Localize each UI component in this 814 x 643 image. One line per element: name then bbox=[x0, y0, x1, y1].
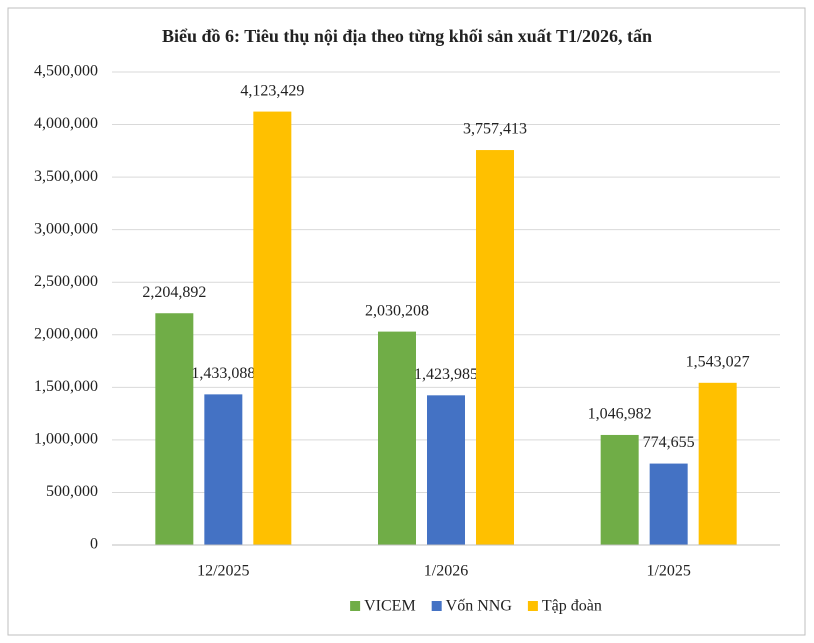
bar bbox=[155, 313, 194, 545]
value-label: 2,204,892 bbox=[142, 284, 206, 301]
value-label: 2,030,208 bbox=[365, 302, 429, 319]
y-tick-label: 4,500,000 bbox=[34, 63, 98, 80]
y-tick-label: 0 bbox=[90, 536, 98, 553]
legend-label: VICEM bbox=[364, 598, 416, 615]
bar bbox=[476, 150, 514, 545]
value-label: 1,433,088 bbox=[191, 365, 255, 382]
y-tick-label: 3,000,000 bbox=[34, 220, 98, 237]
value-label: 1,543,027 bbox=[686, 353, 750, 370]
value-label: 4,123,429 bbox=[240, 82, 304, 99]
legend-swatch bbox=[350, 601, 361, 611]
bar bbox=[698, 382, 737, 545]
bar bbox=[649, 463, 688, 545]
bar bbox=[253, 111, 292, 546]
value-label: 3,757,413 bbox=[463, 121, 527, 138]
value-label: 1,046,982 bbox=[588, 406, 652, 423]
y-tick-label: 3,500,000 bbox=[34, 168, 98, 185]
bar bbox=[427, 395, 465, 545]
y-tick-label: 1,500,000 bbox=[34, 378, 98, 395]
legend-swatch bbox=[527, 601, 538, 611]
x-tick-label: 1/2026 bbox=[424, 563, 468, 580]
x-tick-label: 12/2025 bbox=[197, 563, 249, 580]
y-tick-label: 1,000,000 bbox=[34, 431, 98, 448]
y-tick-label: 2,500,000 bbox=[34, 273, 98, 290]
bar bbox=[378, 331, 416, 545]
y-tick-label: 4,000,000 bbox=[34, 115, 98, 132]
bar bbox=[204, 394, 243, 545]
x-tick-label: 1/2025 bbox=[646, 563, 690, 580]
y-tick-label: 500,000 bbox=[46, 483, 98, 500]
bar bbox=[600, 434, 639, 545]
y-tick-label: 2,000,000 bbox=[34, 325, 98, 342]
value-label: 1,423,985 bbox=[414, 366, 478, 383]
legend-label: Vốn NNG bbox=[446, 598, 513, 615]
legend-swatch bbox=[431, 601, 442, 611]
legend-label: Tập đoàn bbox=[542, 598, 602, 615]
chart-title: Biểu đồ 6: Tiêu thụ nội địa theo từng kh… bbox=[162, 26, 652, 46]
value-label: 774,655 bbox=[643, 434, 695, 451]
